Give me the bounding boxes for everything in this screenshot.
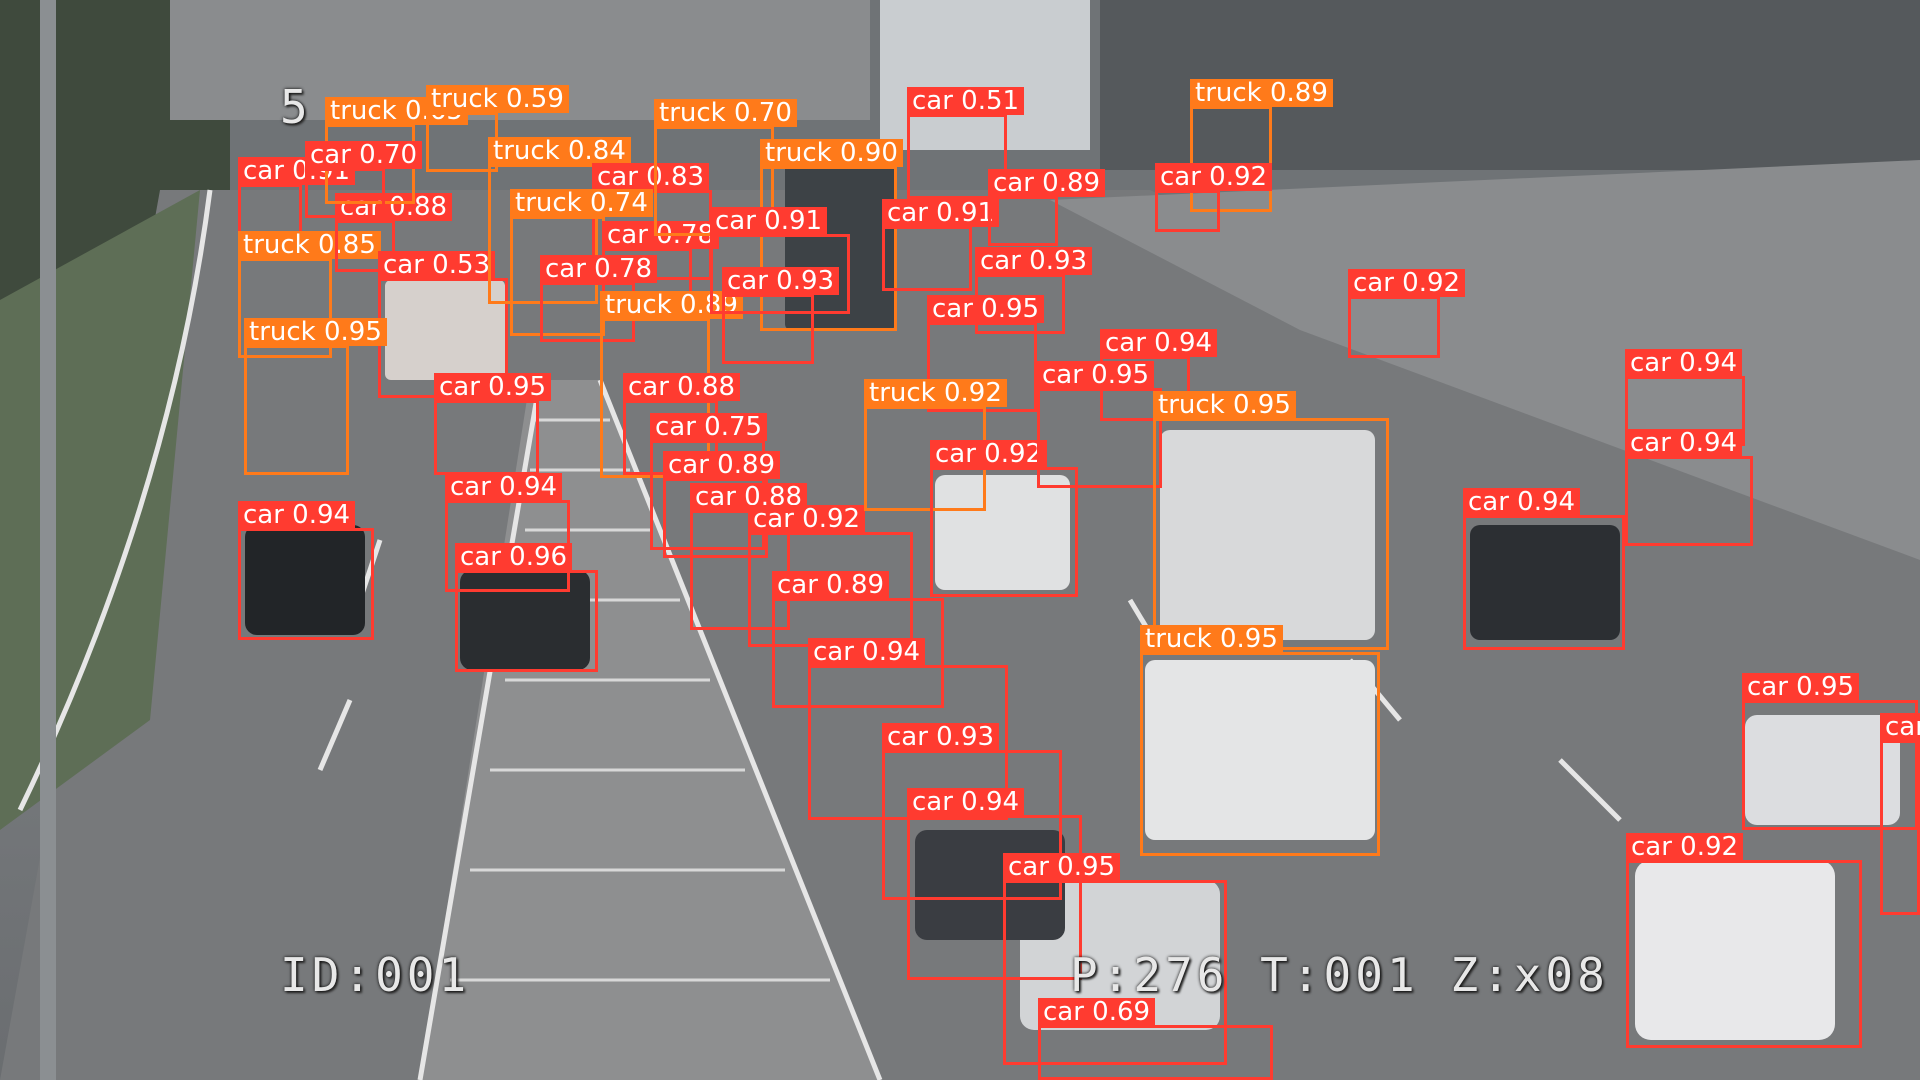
detection-box-car: car 0.83 xyxy=(592,163,712,280)
detection-box-truck: truck 0.95 xyxy=(1153,391,1389,650)
detection-label: car 0.95 xyxy=(1037,361,1155,389)
detection-box-car: car 0.91 xyxy=(238,157,356,244)
detection-label: car 0.95 xyxy=(1742,673,1860,701)
lamp-pole xyxy=(40,0,56,1080)
detection-label: car 0.89 xyxy=(772,571,890,599)
detection-box-car: car 0.91 xyxy=(882,199,1000,291)
detection-box-car: car 0.89 xyxy=(772,571,944,708)
detection-label: car 0.94 xyxy=(445,473,563,501)
detection-label: car 0.51 xyxy=(907,87,1025,115)
detection-box-car: car 0.96 xyxy=(455,543,598,672)
detection-box-car: car 0.94 xyxy=(907,788,1082,980)
detection-label: car 0.83 xyxy=(592,163,710,191)
detection-label: car 0.93 xyxy=(722,267,840,295)
detection-label: car 0.95 xyxy=(927,295,1045,323)
detection-box-truck: truck 0.74 xyxy=(510,189,653,336)
apartment-building xyxy=(880,0,1090,150)
detection-label: car 0.92 xyxy=(748,505,866,533)
detection-label: truck 0.74 xyxy=(510,189,653,217)
detection-label: car 0.92 xyxy=(930,440,1048,468)
detection-box-truck: truck 0.95 xyxy=(1140,625,1380,856)
detection-box-truck: truck 0.84 xyxy=(488,137,631,304)
detection-box-truck: truck 0.92 xyxy=(864,379,1007,511)
detection-box-car: car 0.95 xyxy=(1742,673,1918,830)
detection-box-car: car 0.95 xyxy=(927,295,1045,412)
detection-label: car 0.70 xyxy=(305,141,423,169)
osd-top-left-text: 5 xyxy=(280,80,312,134)
detection-label: truck 0.70 xyxy=(654,99,797,127)
detection-label: truck 0.89 xyxy=(600,291,743,319)
detection-label: car 0.94 xyxy=(1100,329,1218,357)
detection-label: truck 0.59 xyxy=(426,85,569,113)
detection-box-car: car xyxy=(1880,713,1920,915)
detection-label: car 0.94 xyxy=(907,788,1025,816)
detection-label: car 0.95 xyxy=(434,373,552,401)
detection-box-truck: truck 0.95 xyxy=(244,318,387,475)
detection-label: truck 0.90 xyxy=(760,139,903,167)
detection-box-car: car 0.95 xyxy=(1037,361,1162,488)
detection-box-car: car 0.94 xyxy=(1100,329,1218,421)
detection-box-car: car 0.89 xyxy=(988,169,1106,246)
detection-label: car 0.95 xyxy=(1003,853,1121,881)
right-carriageway xyxy=(1050,160,1920,560)
detection-label: truck 0.95 xyxy=(244,318,387,346)
osd-camera-id: ID:001 xyxy=(280,948,471,1002)
detection-box-car: car 0.93 xyxy=(882,723,1062,900)
detection-label: car 0.75 xyxy=(650,413,768,441)
detection-label: car xyxy=(1880,713,1920,741)
detection-label: truck 0.89 xyxy=(1190,79,1333,107)
detection-box-car: car 0.92 xyxy=(1348,269,1466,358)
detection-label: car 0.94 xyxy=(1463,488,1581,516)
detection-label: car 0.96 xyxy=(455,543,573,571)
detection-label: car 0.93 xyxy=(882,723,1000,751)
detection-label: car 0.69 xyxy=(1038,998,1156,1026)
detection-box-car: car 0.94 xyxy=(1625,429,1753,546)
detection-box-car: car 0.92 xyxy=(930,440,1078,597)
detection-box-car: car 0.92 xyxy=(1155,163,1273,232)
osd-ptz-status: P:276 T:001 Z:x08 xyxy=(1070,948,1609,1002)
detection-box-car: car 0.69 xyxy=(1038,998,1273,1080)
detection-label: truck 0.85 xyxy=(238,231,381,259)
detection-label: car 0.88 xyxy=(623,373,741,401)
detection-label: car 0.94 xyxy=(1625,429,1743,457)
detection-label: truck 0.95 xyxy=(1153,391,1296,419)
detection-label: car 0.93 xyxy=(975,247,1093,275)
detection-label: car 0.89 xyxy=(663,451,781,479)
detection-box-car: car 0.95 xyxy=(1003,853,1227,1065)
detection-box-car: car 0.95 xyxy=(434,373,552,475)
detection-box-car: car 0.94 xyxy=(445,473,570,592)
detection-label: car 0.92 xyxy=(1348,269,1466,297)
detection-label: truck 0.95 xyxy=(1140,625,1283,653)
detection-label: car 0.94 xyxy=(808,638,926,666)
detection-label: truck 0.84 xyxy=(488,137,631,165)
detection-box-car: car 0.93 xyxy=(722,267,840,364)
detection-box-car: car 0.75 xyxy=(650,413,768,550)
detection-label: truck 0.92 xyxy=(864,379,1007,407)
detection-label: car 0.92 xyxy=(1155,163,1273,191)
detection-label: car 0.89 xyxy=(988,169,1106,197)
detection-box-car: car 0.94 xyxy=(1463,488,1625,650)
detection-box-car: car 0.93 xyxy=(975,247,1093,334)
detection-label: car 0.53 xyxy=(378,251,496,279)
detection-box-car: car 0.91 xyxy=(710,207,850,314)
detection-label: car 0.91 xyxy=(882,199,1000,227)
detection-box-truck: truck 0.85 xyxy=(238,231,381,358)
detection-box-car: car 0.94 xyxy=(1625,349,1745,446)
detection-box-truck: truck 0.89 xyxy=(1190,79,1333,212)
detection-label: car 0.91 xyxy=(710,207,828,235)
detection-box-car: car 0.78 xyxy=(540,255,658,342)
detection-label: car 0.91 xyxy=(238,157,356,185)
detection-box-truck: truck 0.90 xyxy=(760,139,903,331)
detection-box-car: car 0.92 xyxy=(1626,833,1862,1048)
detection-label: car 0.78 xyxy=(540,255,658,283)
detection-box-car: car 0.70 xyxy=(305,141,423,218)
detection-box-car: car 0.94 xyxy=(238,501,374,640)
detection-label: car 0.94 xyxy=(238,501,356,529)
detection-label: car 0.92 xyxy=(1626,833,1744,861)
detection-label: car 0.94 xyxy=(1625,349,1743,377)
detection-box-car: car 0.51 xyxy=(907,87,1025,199)
